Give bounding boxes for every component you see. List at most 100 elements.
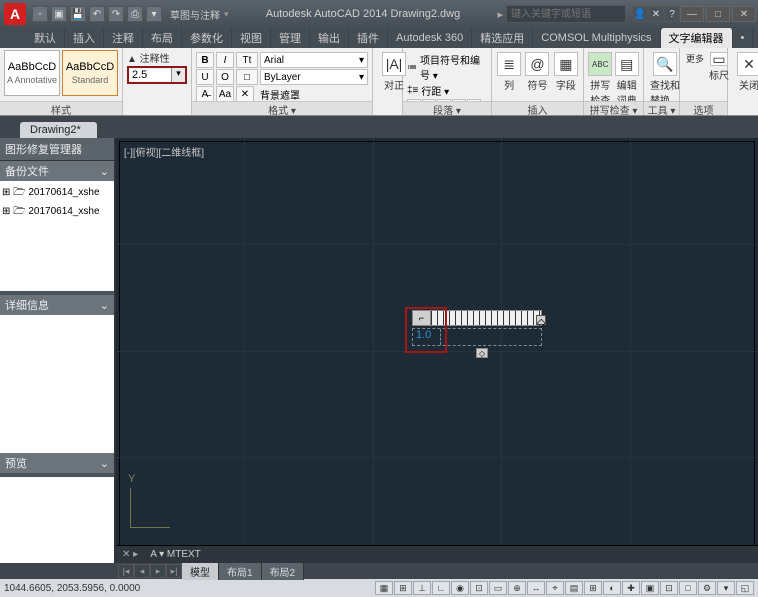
text-height-combo[interactable]: ▾ [127, 66, 187, 84]
status-toggle-icon[interactable]: ⌖ [546, 581, 564, 595]
find-replace-button[interactable]: 🔍查找和 替换 [648, 50, 682, 107]
status-toggle-icon[interactable]: ▭ [489, 581, 507, 595]
qat-open-icon[interactable]: ▣ [51, 6, 67, 22]
underline-button[interactable]: U [196, 69, 214, 85]
linespacing-button[interactable]: ‡≡行距 ▾ [407, 83, 487, 98]
color-swatch-icon[interactable]: □ [236, 69, 258, 85]
color-combo[interactable]: ByLayer▾ [260, 69, 368, 85]
qat-new-icon[interactable]: ▫ [32, 6, 48, 22]
status-toggle-icon[interactable]: ◐ [603, 581, 621, 595]
infocenter-icon[interactable]: 👤 [632, 6, 648, 22]
qat-print-icon[interactable]: ⎙ [127, 6, 143, 22]
layout-tab[interactable]: 模型 [182, 563, 219, 580]
backup-header[interactable]: 备份文件⌄ [0, 161, 114, 181]
status-toggle-icon[interactable]: □ [679, 581, 697, 595]
ribbon-tab[interactable]: Autodesk 360 [388, 28, 472, 48]
cmd-prefix-icon[interactable]: ✕ ▸ [116, 549, 144, 560]
bullets-button[interactable]: ≔项目符号和编号 ▾ [407, 52, 487, 82]
status-toggle-icon[interactable]: ⊡ [470, 581, 488, 595]
ribbon-tab[interactable]: 视图 [232, 28, 271, 48]
nav-last-icon[interactable]: ▸| [166, 564, 182, 578]
ribbon-tab[interactable]: 布局 [143, 28, 182, 48]
ribbon-tab[interactable]: 默认 [26, 28, 65, 48]
overline-button[interactable]: O [216, 69, 234, 85]
spellcheck-button[interactable]: ABC拼写 检查 [588, 50, 613, 107]
ribbon-tab[interactable]: 参数化 [182, 28, 232, 48]
bg-mask-button[interactable]: 背景遮罩 [256, 87, 300, 102]
status-toggle-icon[interactable]: ⊞ [584, 581, 602, 595]
symbol-button[interactable]: @符号 [524, 50, 550, 92]
qat-undo-icon[interactable]: ↶ [89, 6, 105, 22]
height-handle-icon[interactable]: ◇ [476, 348, 488, 358]
help-icon[interactable]: ? [664, 6, 680, 22]
more-button[interactable]: 更多 [684, 50, 706, 82]
layout-tab[interactable]: 布局2 [262, 563, 305, 580]
status-toggle-icon[interactable]: ▤ [565, 581, 583, 595]
workspace-label[interactable]: 草图与注释 [170, 7, 220, 22]
font-combo[interactable]: Arial▾ [260, 52, 368, 68]
status-toggle-icon[interactable]: ↔ [527, 581, 545, 595]
ribbon-tab[interactable]: • [733, 28, 754, 48]
close-editor-button[interactable]: ✕关闭 [732, 50, 758, 92]
qat-redo-icon[interactable]: ↷ [108, 6, 124, 22]
style-annotative[interactable]: AaBbCcD A Annotative [4, 50, 60, 96]
mtext-editor[interactable]: ⌐ ◇ 1.0 ◇ [412, 310, 542, 346]
status-toggle-icon[interactable]: ◱ [736, 581, 754, 595]
expand-icon[interactable]: ⌄ [100, 165, 109, 178]
minimize-button[interactable]: — [680, 6, 704, 22]
annotative-label[interactable]: ▲ 注释性 [127, 50, 187, 65]
help-search-input[interactable] [506, 5, 626, 23]
exchange-icon[interactable]: ✕ [648, 6, 664, 22]
drawing-canvas[interactable]: [-][俯视][二维线框] ⌐ ◇ 1.0 ◇ Y ✕ ▸ A ▾ MTEXT [116, 138, 758, 563]
tree-item[interactable]: ⊞ 🗁 20170614_xshe [2, 184, 112, 203]
app-icon[interactable]: A [4, 3, 26, 25]
ribbon-tab[interactable]: 文字编辑器 [661, 28, 733, 48]
command-line[interactable]: ✕ ▸ A ▾ MTEXT [116, 545, 758, 563]
status-toggle-icon[interactable]: ∟ [432, 581, 450, 595]
file-tab[interactable]: Drawing2* [20, 122, 97, 138]
ribbon-tab[interactable]: 输出 [310, 28, 349, 48]
preview-header[interactable]: 预览⌄ [0, 453, 114, 473]
ribbon-tab[interactable]: COMSOL Multiphysics [533, 28, 660, 48]
status-toggle-icon[interactable]: ▦ [375, 581, 393, 595]
text-height-input[interactable] [129, 69, 171, 81]
expand-icon[interactable]: ⌄ [100, 299, 109, 312]
ribbon-tab[interactable]: 插件 [349, 28, 388, 48]
expand-icon[interactable]: ⌄ [100, 457, 109, 470]
italic-button[interactable]: I [216, 52, 234, 68]
status-toggle-icon[interactable]: ▣ [641, 581, 659, 595]
status-toggle-icon[interactable]: ⊕ [508, 581, 526, 595]
status-toggle-icon[interactable]: ⊡ [660, 581, 678, 595]
width-handle-icon[interactable]: ◇ [536, 315, 546, 325]
detail-header[interactable]: 详细信息⌄ [0, 291, 114, 315]
ruler-button[interactable]: ▭标尺 [708, 50, 730, 82]
ribbon-tab[interactable]: 管理 [271, 28, 310, 48]
qat-dropdown-icon[interactable]: ▾ [146, 6, 162, 22]
ribbon-tab[interactable]: 注释 [104, 28, 143, 48]
ribbon-tab[interactable]: 插入 [65, 28, 104, 48]
case-button[interactable]: Aa [216, 86, 234, 102]
status-toggle-icon[interactable]: ⊥ [413, 581, 431, 595]
close-button[interactable]: ✕ [732, 6, 756, 22]
status-toggle-icon[interactable]: ✚ [622, 581, 640, 595]
layout-tab[interactable]: 布局1 [219, 563, 262, 580]
clear-format-button[interactable]: ✕ [236, 86, 254, 102]
text-ruler[interactable]: ⌐ ◇ [412, 310, 542, 326]
nav-prev-icon[interactable]: ◂ [134, 564, 150, 578]
status-toggle-icon[interactable]: ⚙ [698, 581, 716, 595]
nav-next-icon[interactable]: ▸ [150, 564, 166, 578]
qat-save-icon[interactable]: 💾 [70, 6, 86, 22]
status-toggle-icon[interactable]: ⊞ [394, 581, 412, 595]
style-standard[interactable]: AaBbCcD Standard [62, 50, 118, 96]
maximize-button[interactable]: □ [706, 6, 730, 22]
backup-tree[interactable]: ⊞ 🗁 20170614_xshe ⊞ 🗁 20170614_xshe [0, 181, 114, 291]
ribbon-tab[interactable]: 精选应用 [472, 28, 533, 48]
columns-button[interactable]: ≣列 [496, 50, 522, 92]
tree-item[interactable]: ⊞ 🗁 20170614_xshe [2, 203, 112, 222]
status-toggle-icon[interactable]: ▾ [717, 581, 735, 595]
field-button[interactable]: ▦字段 [553, 50, 579, 92]
strike-button[interactable]: A̶ [196, 86, 214, 102]
dictionary-button[interactable]: ▤编辑 词典 [615, 50, 640, 107]
status-toggle-icon[interactable]: ◉ [451, 581, 469, 595]
bold-button[interactable]: B [196, 52, 214, 68]
